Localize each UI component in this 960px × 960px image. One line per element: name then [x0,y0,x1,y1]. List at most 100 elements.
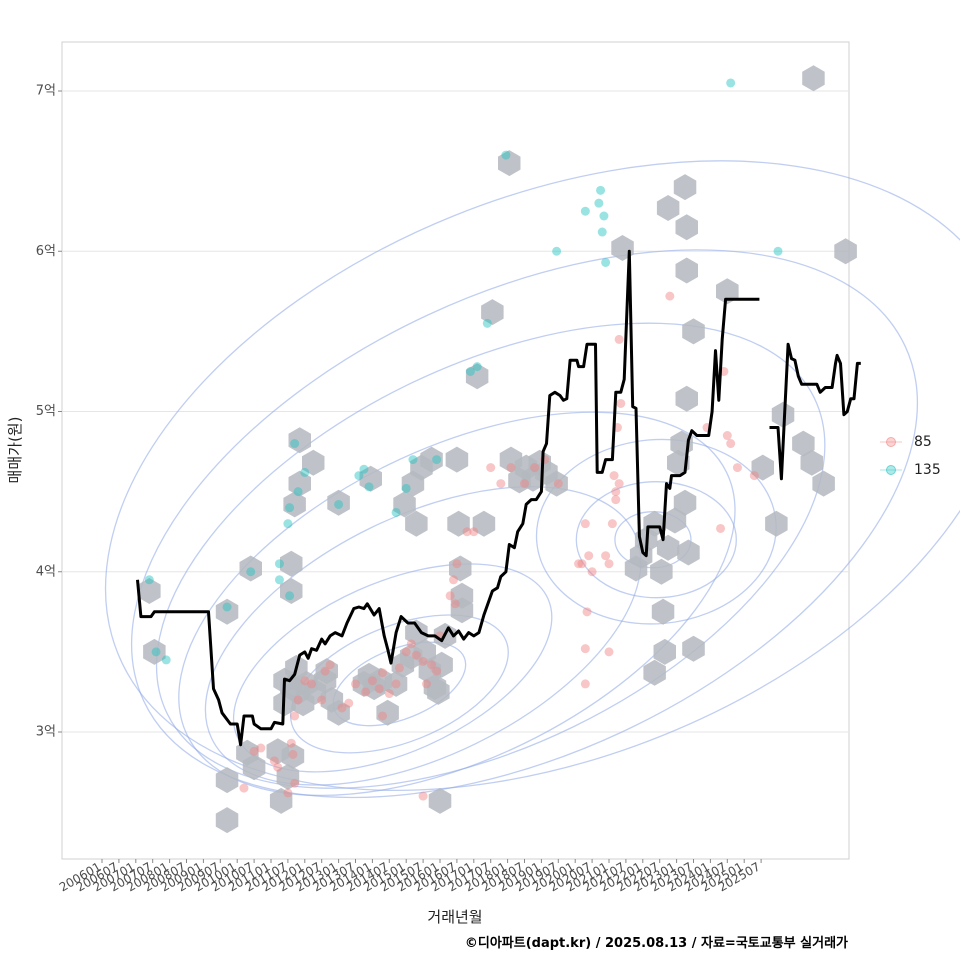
data-point-85 [616,398,626,408]
hexbin [427,678,450,705]
data-point-135 [274,559,284,569]
data-point-85 [256,743,266,753]
data-point-85 [580,644,590,654]
data-point-135 [501,150,511,160]
data-point-135 [300,467,310,477]
data-point-135 [401,483,411,493]
hexbin [663,507,687,534]
data-point-85 [406,639,416,649]
hexbin [384,670,408,697]
data-point-135 [293,487,303,497]
hexbin [651,598,675,625]
data-point-85 [587,567,597,577]
data-point-85 [391,679,401,689]
data-point-85 [384,689,394,699]
data-point-85 [325,660,335,670]
hexbin [682,318,705,345]
data-point-85 [732,463,742,473]
data-point-85 [344,698,354,708]
hexbin [656,534,680,561]
data-point-135 [364,482,374,492]
contour-line [104,160,960,791]
contour-line [575,481,737,599]
data-point-135 [354,471,364,481]
x-axis-ticks: 2006012006072007012007072008012008072009… [57,859,763,895]
hexbin [656,195,680,221]
data-point-85 [286,738,296,748]
contour-line [289,614,509,754]
data-point-85 [351,679,360,689]
data-point-85 [749,471,759,481]
data-point-85 [716,523,726,533]
data-point-85 [421,679,431,689]
median-line-segment [769,342,861,481]
caption: ©디아파트(dapt.kr) / 2025.08.13 / 자료=국토교통부 실… [465,935,848,951]
data-point-85 [269,756,279,766]
data-point-135 [594,198,604,208]
data-point-85 [273,762,283,772]
hexbin [276,763,300,790]
legend-label-85: 85 [914,434,932,450]
data-point-135 [597,227,607,237]
data-point-85 [320,666,330,676]
hexbin [498,150,521,177]
hexbin-layer [138,65,857,834]
data-point-85 [378,711,388,721]
data-point-135 [472,362,482,372]
data-point-85 [506,463,516,473]
data-point-85 [611,495,621,505]
hexbin [545,470,568,497]
data-point-85 [411,650,421,660]
hexbin [751,454,774,481]
hexbin [675,257,698,284]
data-point-85 [462,527,472,537]
hexbin [239,555,262,582]
contour-line [204,486,642,786]
y-tick-label: 3억 [36,725,56,740]
data-point-85 [367,676,377,686]
hexbin [302,449,325,476]
hexbin [677,539,700,566]
contour-line [130,249,919,799]
data-point-135 [222,602,232,612]
hexbin [138,578,161,604]
data-point-85 [427,660,437,670]
data-point-135 [144,575,154,585]
data-point-85 [584,551,594,561]
data-point-85 [665,291,675,301]
data-point-85 [614,334,624,344]
data-point-85 [449,575,459,585]
data-point-85 [378,668,388,678]
hexbin [653,638,676,665]
legend: 85 135 [880,434,941,478]
hexbin [327,699,350,726]
data-point-135 [580,206,590,216]
hexbin [288,427,311,454]
data-point-85 [290,711,300,721]
hexbin [800,449,824,476]
hexbin [673,489,697,516]
data-point-135 [408,455,418,465]
hexbin [269,787,293,814]
data-point-85 [394,663,404,673]
hexbin [420,446,443,473]
data-point-135 [773,246,783,256]
hexbin [643,659,666,686]
y-axis-ticks: 3억 4억 5억 6억 7억 [36,84,62,740]
data-point-85 [520,479,529,489]
data-point-85 [611,487,621,497]
data-point-85 [722,431,732,441]
data-point-135 [334,499,344,509]
hexbin [242,754,266,781]
hexbin [675,214,698,241]
data-point-85 [580,519,590,529]
hexbin [445,446,469,473]
median-line-layer [136,249,861,747]
data-point-85 [418,791,428,801]
hexbin [771,401,795,428]
legend-key-85 [886,437,896,447]
data-point-135 [246,567,256,577]
data-point-135 [283,519,293,529]
hexbin [834,238,857,265]
data-point-135 [290,439,300,449]
